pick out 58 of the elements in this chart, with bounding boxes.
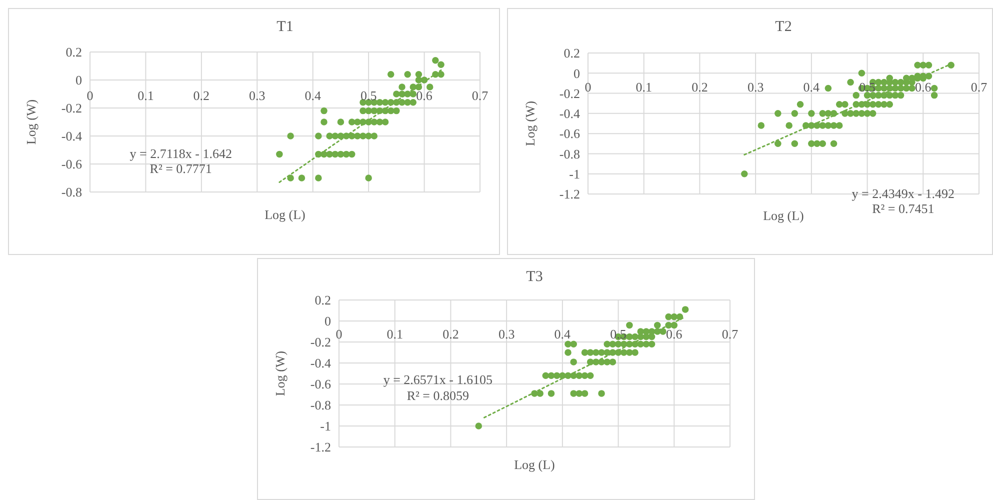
x-tick-label: 0.4	[803, 79, 820, 94]
y-tick-label: -1.2	[559, 186, 580, 202]
x-tick-label: 0.2	[193, 88, 210, 104]
y-tick-label: -0.2	[310, 334, 331, 350]
y-tick-label: 0.2	[564, 46, 580, 61]
y-tick-label: -1	[320, 418, 331, 434]
x-tick-label: 0	[336, 326, 342, 342]
y-tick-label: -0.6	[61, 156, 82, 172]
x-tick-label: 0.1	[636, 79, 652, 94]
y-tick-label: -0.6	[310, 376, 332, 392]
x-tick-label: 0.6	[416, 88, 433, 104]
x-tick-label: 0.6	[666, 326, 683, 342]
y-tick-label: -0.8	[559, 146, 580, 162]
chart-title: T2	[774, 19, 793, 36]
y-tick-label: 0.2	[314, 292, 331, 308]
y-tick-label: -1.2	[310, 440, 331, 455]
x-axis-title: Log (L)	[514, 457, 555, 472]
x-tick-label: 0.3	[498, 326, 515, 342]
y-tick-label: -0.4	[559, 106, 580, 122]
x-tick-label: 0.3	[747, 79, 764, 94]
x-tick-label: 0.2	[442, 326, 459, 342]
x-tick-label: 0	[86, 88, 94, 104]
x-tick-label: 0.2	[692, 79, 708, 94]
chart-title: T1	[276, 19, 294, 36]
annotation: R² = 0.7771	[148, 160, 213, 177]
y-axis-title: Log (W)	[24, 99, 39, 145]
x-tick-label: 0.4	[554, 326, 572, 342]
x-tick-label: 0.7	[472, 88, 489, 104]
y-tick-label: -0.8	[310, 398, 331, 413]
x-tick-label: 0	[584, 79, 592, 94]
x-tick-label: 0.1	[138, 88, 154, 104]
annotation: y = 2.4349x - 1.492	[850, 186, 956, 202]
y-axis-title: Log (W)	[272, 350, 288, 396]
chart-title: T3	[525, 269, 544, 286]
y-tick-label: 0	[574, 66, 580, 81]
x-tick-label: 0.1	[386, 326, 403, 342]
y-axis-title: Log (W)	[522, 100, 538, 146]
y-tick-label: -0.8	[61, 184, 82, 200]
annotation: y = 2.6571x - 1.6105	[382, 372, 494, 388]
x-tick-label: 0.6	[915, 79, 932, 94]
y-tick-label: 0.2	[66, 44, 82, 60]
y-tick-label: -0.4	[310, 356, 332, 371]
x-tick-label: 0.3	[249, 88, 266, 104]
annotation: y = 2.7118x - 1.642	[128, 146, 233, 162]
y-tick-label: -1	[569, 166, 580, 182]
x-tick-label: 0.5	[360, 88, 377, 104]
x-axis-title: Log (L)	[264, 207, 306, 222]
x-tick-label: 0.7	[722, 326, 739, 342]
text: R² = 0.7451	[871, 201, 936, 218]
annotation: R² = 0.8059	[406, 388, 470, 404]
x-axis-title: Log (L)	[763, 208, 804, 223]
y-tick-label: -0.2	[559, 86, 580, 101]
y-tick-label: -0.6	[559, 126, 580, 142]
y-tick-label: -0.2	[61, 100, 82, 116]
x-tick-label: 0.4	[304, 88, 322, 104]
x-tick-label: 0.7	[970, 79, 988, 94]
y-tick-label: -0.4	[61, 128, 82, 144]
y-tick-label: 0	[324, 314, 331, 329]
